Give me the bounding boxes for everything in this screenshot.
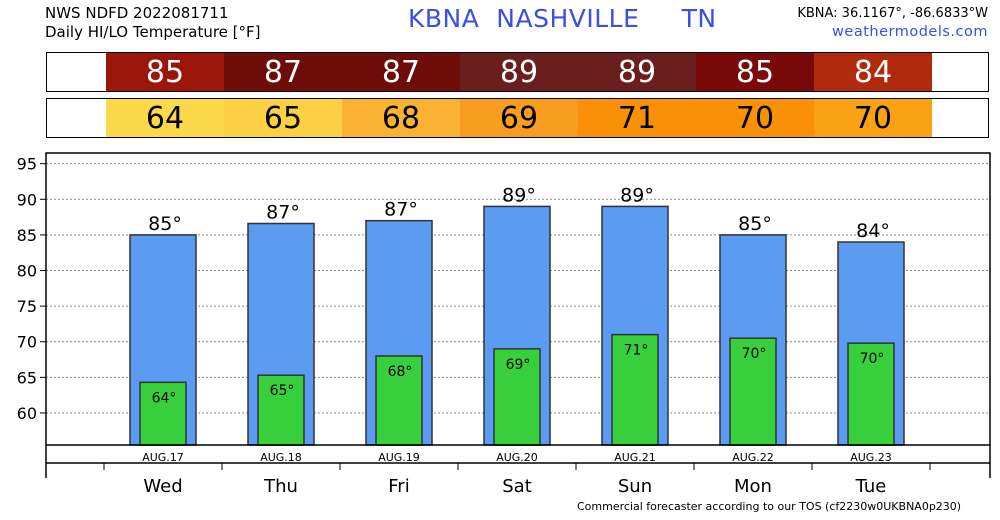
y-tick-label: 95 [17,155,37,174]
lo-value-label: 68° [388,364,413,380]
day-label: Thu [263,476,298,497]
lo-bar [375,355,423,446]
footer-note: Commercial forecaster according to our T… [577,500,962,513]
product-line: NWS NDFD 2022081711 [45,4,229,22]
product-header: NWS NDFD 2022081711 Daily HI/LO Temperat… [45,4,261,42]
hi-temp-cell: 89 [578,53,696,91]
lo-value-label: 69° [506,357,531,373]
date-label: AUG.17 [142,451,184,464]
day-label: Mon [734,476,772,497]
lo-temp-cell: 68 [342,99,460,137]
date-label: AUG.18 [260,451,302,464]
station-city: NASHVILLE [496,4,640,33]
y-tick-label: 70 [17,333,37,352]
lo-bar [493,348,541,446]
lo-bar [139,381,187,446]
date-label: AUG.19 [378,451,420,464]
date-label: AUG.20 [496,451,538,464]
y-tick-label: 75 [17,297,37,316]
hi-temp-cell: 85 [696,53,814,91]
day-label: Wed [143,476,182,497]
lo-bar [611,333,659,446]
lo-temp-cell: 70 [814,99,932,137]
day-label: Fri [388,476,409,497]
hi-value-label: 89° [502,184,536,206]
hi-value-label: 85° [148,213,182,235]
station-id: KBNA [408,4,480,33]
hi-temp-cell: 87 [224,53,342,91]
lo-value-label: 65° [270,383,295,399]
date-label: AUG.23 [850,451,892,464]
y-tick-label: 60 [17,404,37,423]
station-state: TN [681,4,717,33]
lo-value-label: 71° [624,343,649,359]
lo-temp-row: 64 65 68 69 71 70 70 [46,98,989,138]
hi-value-label: 87° [266,202,300,224]
product-variable: Daily HI/LO Temperature [°F] [45,23,261,41]
y-tick-label: 85 [17,226,37,245]
hi-temp-cell: 87 [342,53,460,91]
day-label: Tue [855,476,887,497]
hi-temp-row: 85 87 87 89 89 85 84 [46,52,989,92]
lo-temp-cell: 65 [224,99,342,137]
lo-temp-cell: 64 [106,99,224,137]
hi-temp-cell: 85 [106,53,224,91]
lo-value-label: 64° [152,390,177,406]
y-tick-label: 80 [17,262,37,281]
site-link[interactable]: weathermodels.com [832,24,988,40]
date-label: AUG.21 [614,451,656,464]
lo-temp-cell: 71 [578,99,696,137]
hi-temp-cell: 84 [814,53,932,91]
lo-value-label: 70° [860,351,885,367]
plot-frame [45,152,991,446]
hi-value-label: 85° [738,213,772,235]
lo-temp-cell: 69 [460,99,578,137]
station-info: KBNA: 36.1167°, -86.6833°W weathermodels… [797,4,988,42]
hi-temp-cell: 89 [460,53,578,91]
station-title: KBNA NASHVILLE TN [408,4,717,33]
hi-value-label: 89° [620,184,654,206]
lo-bar [729,337,777,446]
y-tick-label: 65 [17,368,37,387]
hi-value-label: 84° [856,220,890,242]
date-label: AUG.22 [732,451,774,464]
day-label: Sun [618,476,652,497]
lo-value-label: 70° [742,346,767,362]
station-coords: KBNA: 36.1167°, -86.6833°W [797,6,988,21]
lo-bar [847,342,895,446]
y-tick-label: 90 [17,190,37,209]
hi-value-label: 87° [384,199,418,221]
day-label: Sat [502,476,532,497]
lo-temp-cell: 70 [696,99,814,137]
